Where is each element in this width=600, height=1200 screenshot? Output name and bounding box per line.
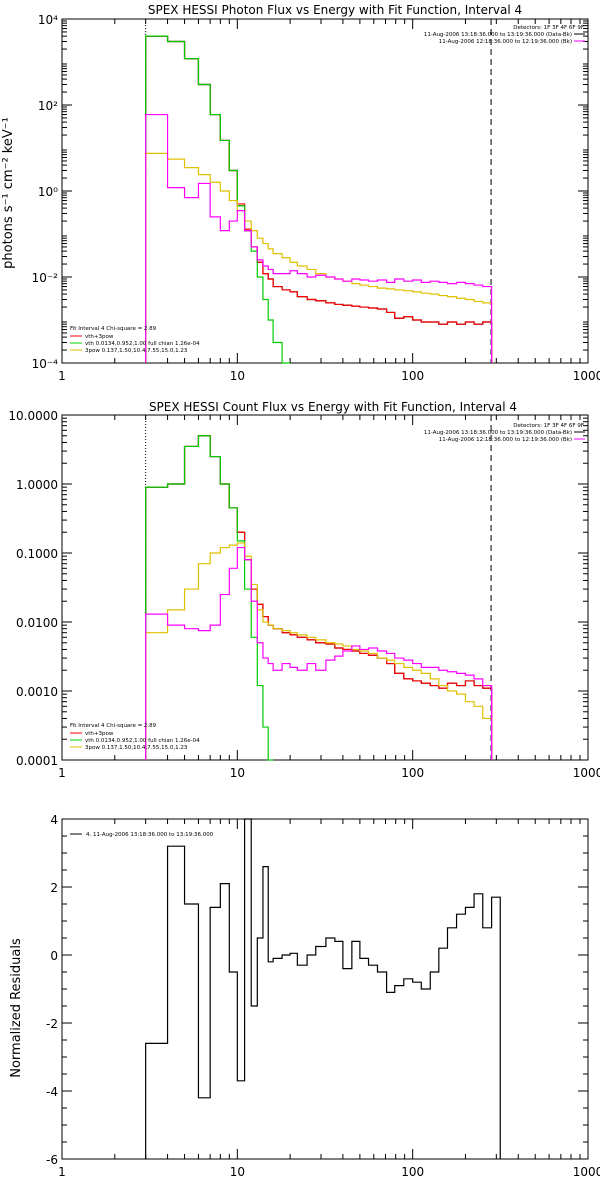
count-panel-title: SPEX HESSI Count Flux vs Energy with Fit…: [149, 400, 517, 414]
residuals-panel-series: [145, 818, 501, 1159]
count-series-3: [145, 542, 493, 760]
photon-legend-vth: vth 0.0134,0.952,1.00 full chian 1.26e-0…: [85, 341, 200, 347]
photon-series-3: [145, 152, 493, 363]
count-series-1: [145, 435, 493, 760]
photon-x-tick-label: 1: [58, 369, 66, 383]
count-x-tick-label: 100: [401, 766, 424, 780]
photon-legend-detectors: Detectors: 1F 3F 4F 6F 9F: [513, 25, 584, 31]
photon-legend-total: vth+3pow: [85, 334, 114, 340]
count-y-tick-label: 10.0000: [8, 409, 58, 423]
photon-legend-3pow: 3pow 0.137,1.50,10.4,7.55,15.0,1.23: [85, 348, 188, 354]
count-x-tick-label: 1000: [573, 766, 600, 780]
count-series-4: [145, 546, 493, 760]
photon-y-tick-label: 10²: [38, 99, 58, 113]
photon-y-tick-label: 10⁴: [38, 13, 58, 27]
photon-legend-fitinterval: Fit Interval 4 Chi-square = 2.89: [70, 326, 157, 332]
photon-x-tick-label: 100: [401, 369, 424, 383]
residuals-y-tick-label: -2: [46, 1017, 58, 1031]
photon-panel-title: SPEX HESSI Photon Flux vs Energy with Fi…: [148, 3, 522, 17]
photon-panel-frame: [61, 18, 589, 364]
count-series-2: [145, 435, 274, 761]
count-series-0: [145, 435, 493, 760]
count-legend-data: 11-Aug-2006 13:18:36.000 to 13:19:36.000…: [424, 430, 572, 436]
photon-series-0: [145, 35, 493, 363]
photon-panel-legend-topright: Detectors: 1F 3F 4F 6F 9F 11-Aug-2006 13…: [424, 25, 585, 45]
photon-series-1: [145, 35, 493, 363]
count-legend-vth: vth 0.0134,0.952,1.00 full chian 1.26e-0…: [85, 738, 200, 744]
residuals-y-tick-label: 0: [50, 949, 58, 963]
residuals-y-tick-label: -6: [46, 1153, 58, 1167]
residuals-series-0: [145, 818, 501, 1159]
count-panel-frame: [61, 414, 589, 761]
count-x-tick-label: 1: [58, 766, 66, 780]
count-x-tick-label: 10: [230, 766, 245, 780]
residuals-x-tick-label: 10: [230, 1165, 245, 1179]
count-legend-total: vth+3pow: [85, 731, 114, 737]
residuals-legend: 4. 11-Aug-2006 13:18:36.000 to 13:19:36.…: [86, 832, 214, 838]
count-y-tick-label: 0.0010: [16, 685, 58, 699]
residuals-x-tick-label: 100: [401, 1165, 424, 1179]
photon-y-tick-label: 10⁻⁴: [32, 357, 59, 371]
count-flux-panel: SPEX HESSI Count Flux vs Energy with Fit…: [8, 400, 600, 780]
count-legend-fitinterval: Fit Interval 4 Chi-square = 2.89: [70, 723, 157, 729]
photon-panel-legend-bottomleft: Fit Interval 4 Chi-square = 2.89 vth+3po…: [70, 326, 200, 354]
photon-series-4: [145, 113, 493, 363]
photon-y-tick-label: 10⁻²: [32, 271, 59, 285]
residuals-y-tick-label: 2: [50, 881, 58, 895]
photon-panel-ylabel: photons s⁻¹ cm⁻² keV⁻¹: [1, 117, 16, 269]
photon-legend-data: 11-Aug-2006 13:18:36.000 to 13:19:36.000…: [424, 32, 572, 38]
residuals-panel-frame: [61, 818, 589, 1160]
residuals-x-tick-label: 1: [58, 1165, 66, 1179]
photon-x-tick-label: 10: [230, 369, 245, 383]
residuals-x-tick-label: 1000: [573, 1165, 600, 1179]
photon-panel-series: [145, 35, 493, 364]
residuals-y-tick-label: -4: [46, 1085, 58, 1099]
photon-panel-axes: 1 10 100 1000 10⁻⁴ 10⁻² 10⁰ 10² 10⁴: [32, 13, 600, 383]
photon-y-tick-label: 10⁰: [38, 185, 58, 199]
count-panel-legend-topright: Detectors: 1F 3F 4F 6F 9F 11-Aug-2006 13…: [424, 423, 585, 443]
photon-flux-panel: SPEX HESSI Photon Flux vs Energy with Fi…: [1, 3, 600, 383]
count-panel-legend-bottomleft: Fit Interval 4 Chi-square = 2.89 vth+3po…: [70, 723, 200, 751]
count-panel-axes: 1 10 100 1000 0.0001 0.0010 0.0100 0.1000 1.0000…: [8, 409, 600, 780]
count-legend-detectors: Detectors: 1F 3F 4F 6F 9F: [513, 423, 584, 429]
photon-series-2: [145, 35, 291, 364]
count-legend-3pow: 3pow 0.137,1.50,10.4,7.55,15.0,1.23: [85, 745, 188, 751]
photon-x-tick-label: 1000: [573, 369, 600, 383]
residuals-panel: Normalized Residuals 1 10 100 1000 -6 -4 -2 0 2 4…: [9, 813, 600, 1179]
count-legend-bk: 11-Aug-2006 12:18:36.000 to 12:19:36.000…: [439, 437, 572, 443]
count-y-tick-label: 0.0001: [16, 754, 58, 768]
count-y-tick-label: 1.0000: [16, 478, 58, 492]
residuals-y-tick-label: 4: [50, 813, 58, 827]
count-y-tick-label: 0.0100: [16, 616, 58, 630]
residuals-panel-axes: 1 10 100 1000 -6 -4 -2 0 2 4: [46, 813, 600, 1179]
count-y-tick-label: 0.1000: [16, 547, 58, 561]
count-panel-series: [145, 435, 493, 761]
residuals-panel-ylabel: Normalized Residuals: [9, 938, 24, 1078]
photon-legend-bk: 11-Aug-2006 12:18:36.000 to 12:19:36.000…: [439, 39, 572, 45]
